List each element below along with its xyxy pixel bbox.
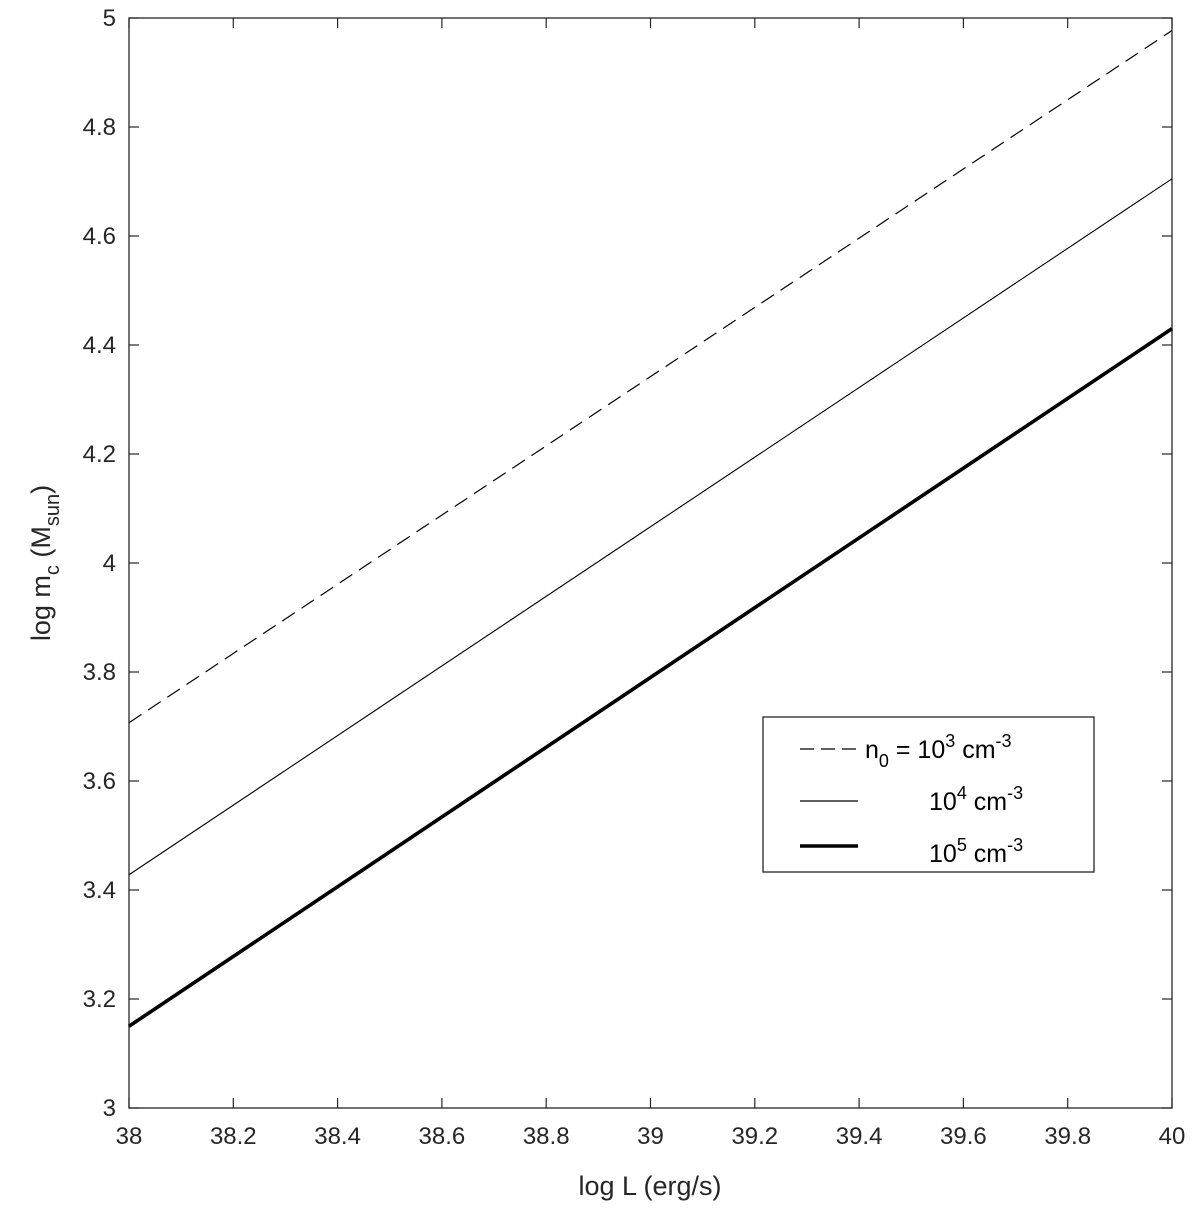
series-line-2: [128, 178, 1173, 876]
x-tick-label: 39.8: [1044, 1123, 1091, 1150]
y-tick-label: 4.4: [83, 332, 116, 359]
x-tick-label: 39.6: [940, 1123, 987, 1150]
x-tick-label: 39.4: [836, 1123, 883, 1150]
y-label-suffix: ): [26, 485, 56, 494]
plot-area: [128, 17, 1173, 1109]
series-line-1: [128, 30, 1173, 724]
y-label-sub2: sun: [42, 494, 64, 526]
x-axis-label: log L (erg/s): [578, 1171, 721, 1201]
x-tick-label: 39.2: [731, 1123, 778, 1150]
x-tick-label: 38.8: [523, 1123, 570, 1150]
y-tick-label: 3.2: [83, 986, 116, 1013]
y-tick-label: 4.2: [83, 441, 116, 468]
y-tick-label: 4: [103, 550, 116, 577]
legend-entry-n3: n0 = 103 cm-3: [865, 731, 1012, 771]
x-tick-label: 38.6: [419, 1123, 466, 1150]
y-tick-label: 5: [103, 5, 116, 32]
y-label-mid: (M: [26, 526, 56, 565]
legend-entry-n4: 104 cm-3: [929, 783, 1023, 816]
legend-entry-n5: 105 cm-3: [929, 835, 1023, 868]
x-tick-label: 39: [637, 1123, 664, 1150]
y-tick-label: 4.8: [83, 114, 116, 141]
x-tick-label: 38.2: [210, 1123, 257, 1150]
y-label-prefix: log m: [26, 575, 56, 641]
y-tick-label: 4.6: [83, 223, 116, 250]
series-lines: [127, 30, 1174, 1028]
axis-ticks: 38 38.2 38.4 38.6 38.8 39 39.2 39.4 39.6 39.8 40 3 3…: [83, 5, 1186, 1150]
y-tick-label: 3.8: [83, 659, 116, 686]
y-label-sub1: c: [42, 565, 64, 575]
y-axis-label: log mc (Msun): [26, 485, 64, 641]
series-line-3: [127, 327, 1174, 1028]
x-tick-label: 38: [116, 1123, 143, 1150]
x-tick-label: 38.4: [314, 1123, 361, 1150]
y-tick-label: 3: [103, 1095, 116, 1122]
x-tick-label: 40: [1159, 1123, 1186, 1150]
y-tick-label: 3.4: [83, 877, 116, 904]
legend: n0 = 103 cm-3 104 cm-3 105 cm-3: [762, 716, 1095, 873]
y-tick-label: 3.6: [83, 768, 116, 795]
